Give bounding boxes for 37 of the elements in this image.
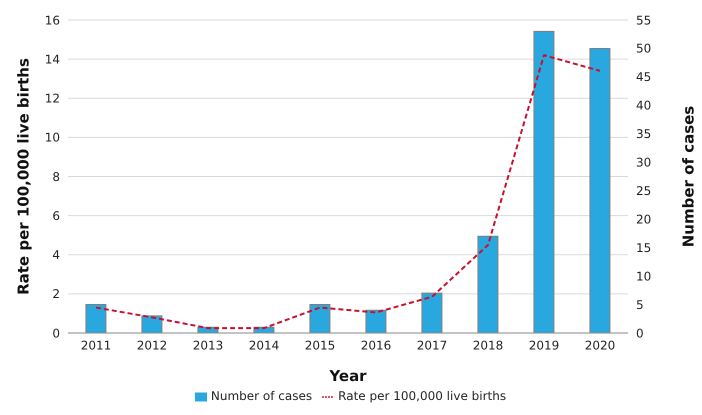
x-tick-label: 2018 — [472, 338, 504, 353]
y-tick-label: 2 — [52, 287, 60, 302]
y-tick-label: 10 — [44, 130, 60, 145]
legend-label: Number of cases — [210, 389, 312, 403]
legend-label: Rate per 100,000 live births — [338, 389, 506, 403]
y-axis-title: Rate per 100,000 live births — [14, 58, 32, 295]
y2-tick-label: 5 — [636, 298, 644, 312]
y2-tick-label: 15 — [636, 240, 652, 255]
y-tick-label: 8 — [52, 170, 60, 184]
y-tick-label: 4 — [52, 248, 60, 262]
y2-tick-label: 10 — [636, 269, 652, 284]
x-axis-title: Year — [328, 367, 368, 385]
y2-tick-label: 20 — [636, 212, 652, 226]
x-tick-label: 2015 — [304, 338, 336, 353]
y2-tick-label: 30 — [636, 156, 652, 170]
x-tick-label: 2012 — [136, 338, 168, 353]
x-tick-label: 2017 — [416, 338, 448, 353]
line-series — [95, 54, 601, 330]
y2-tick-label: 40 — [636, 98, 652, 113]
y-tick-label: 14 — [44, 52, 60, 66]
y2-tick-label: 0 — [636, 326, 644, 340]
y-tick-label: 16 — [44, 13, 60, 28]
x-tick-label: 2011 — [80, 338, 112, 353]
y-tick-label: 6 — [52, 208, 60, 223]
y-tick-label: 0 — [52, 326, 60, 340]
y2-tick-label: 25 — [636, 184, 652, 198]
y-tick-label: 12 — [44, 92, 60, 106]
y2-tick-label: 50 — [636, 42, 652, 56]
y2-tick-label: 35 — [636, 127, 652, 142]
y2-axis-title: Number of cases — [679, 106, 698, 248]
x-tick-label: 2020 — [584, 338, 616, 353]
x-tick-label: 2019 — [528, 338, 560, 353]
x-tick-label: 2016 — [360, 338, 392, 353]
y2-tick-label: 55 — [636, 13, 652, 28]
y2-tick-label: 45 — [636, 70, 652, 84]
x-tick-label: 2013 — [192, 338, 224, 353]
x-tick-label: 2014 — [248, 338, 280, 353]
